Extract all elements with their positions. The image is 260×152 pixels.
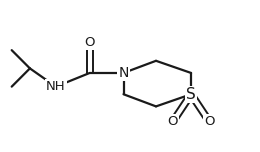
- Text: S: S: [186, 87, 196, 102]
- Text: O: O: [168, 115, 178, 128]
- Text: O: O: [204, 115, 214, 128]
- Text: NH: NH: [46, 80, 66, 93]
- Text: N: N: [118, 66, 129, 80]
- Text: O: O: [84, 36, 95, 49]
